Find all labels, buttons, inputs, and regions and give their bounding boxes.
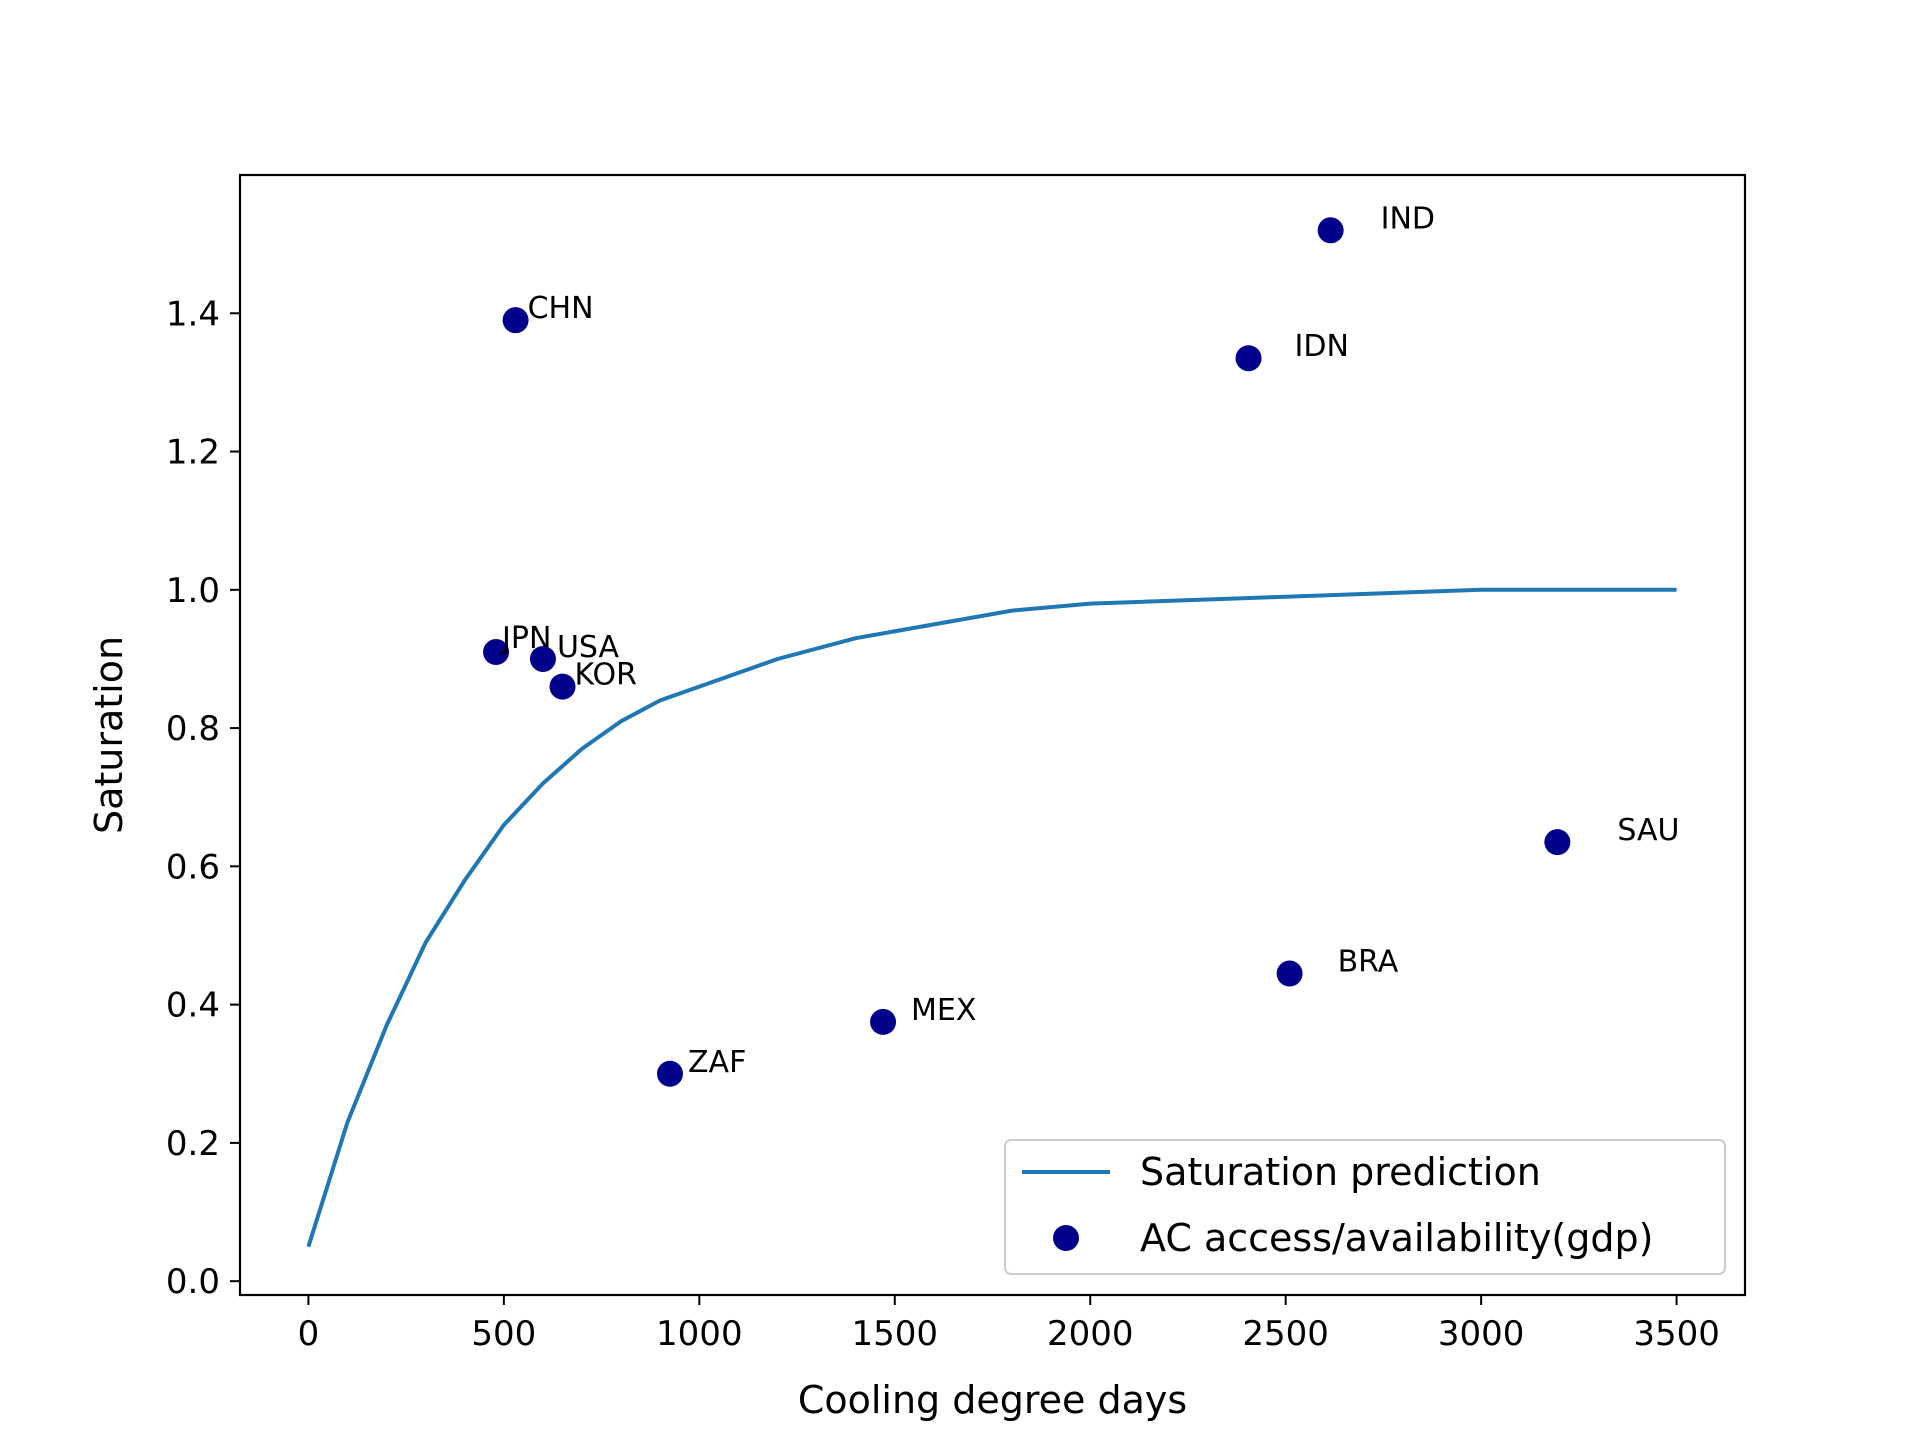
legend-box: [1004, 1139, 1726, 1275]
y-tick-label: 1.0: [166, 571, 220, 611]
y-tick-label: 1.2: [166, 433, 220, 473]
legend: Saturation prediction AC access/availabi…: [1004, 1139, 1726, 1275]
plot-frame: [238, 173, 1747, 1297]
x-tick-label: 2500: [1242, 1314, 1329, 1354]
point-label-idn: IDN: [1295, 329, 1349, 364]
y-tick-label: 0.2: [166, 1124, 220, 1164]
y-tick-label: 0.6: [166, 847, 220, 887]
legend-label-prediction: Saturation prediction: [1140, 1150, 1541, 1194]
data-point-jpn: [483, 639, 510, 666]
saturation-prediction-line: [306, 587, 1677, 1248]
data-point-idn: [1235, 345, 1262, 372]
prediction-curve-layer: [306, 587, 1677, 1248]
point-label-chn: CHN: [528, 291, 594, 326]
point-label-zaf: ZAF: [688, 1045, 746, 1080]
data-point-bra: [1276, 960, 1303, 987]
data-point-ind: [1317, 217, 1344, 244]
y-tick-label: 0.8: [166, 709, 220, 749]
data-point-kor: [549, 673, 576, 700]
data-point-mex: [870, 1008, 897, 1035]
point-label-bra: BRA: [1338, 945, 1399, 980]
data-point-sau: [1544, 829, 1571, 856]
y-axis-label: Saturation: [87, 636, 131, 834]
y-tick-label: 0.4: [166, 986, 220, 1026]
x-tick-label: 500: [471, 1314, 536, 1354]
point-label-mex: MEX: [911, 993, 976, 1028]
x-tick-label: 3000: [1438, 1314, 1525, 1354]
x-axis-label: Cooling degree days: [798, 1378, 1187, 1422]
legend-label-access: AC access/availability(gdp): [1140, 1216, 1653, 1260]
data-point-chn: [502, 307, 529, 334]
legend-dot-marker: [1053, 1225, 1079, 1251]
x-tick-label: 0: [298, 1314, 320, 1354]
x-tick-label: 2000: [1047, 1314, 1134, 1354]
data-point-zaf: [657, 1060, 683, 1087]
point-label-ind: IND: [1381, 201, 1435, 236]
point-label-usa: USA: [557, 630, 620, 665]
axis-ticks-layer: 0 500 1000 1500 2000 2500 3000 3500 0.0 0.2 0.4 0.6…: [166, 294, 1720, 1354]
point-label-sau: SAU: [1617, 813, 1679, 848]
x-tick-label: 1500: [852, 1314, 939, 1354]
y-tick-label: 1.4: [166, 294, 220, 334]
x-tick-label: 1000: [656, 1314, 743, 1354]
point-label-kor: KOR: [575, 658, 638, 693]
x-tick-label: 3500: [1633, 1314, 1720, 1354]
data-point-usa: [529, 645, 556, 672]
y-tick-label: 0.0: [166, 1262, 220, 1302]
